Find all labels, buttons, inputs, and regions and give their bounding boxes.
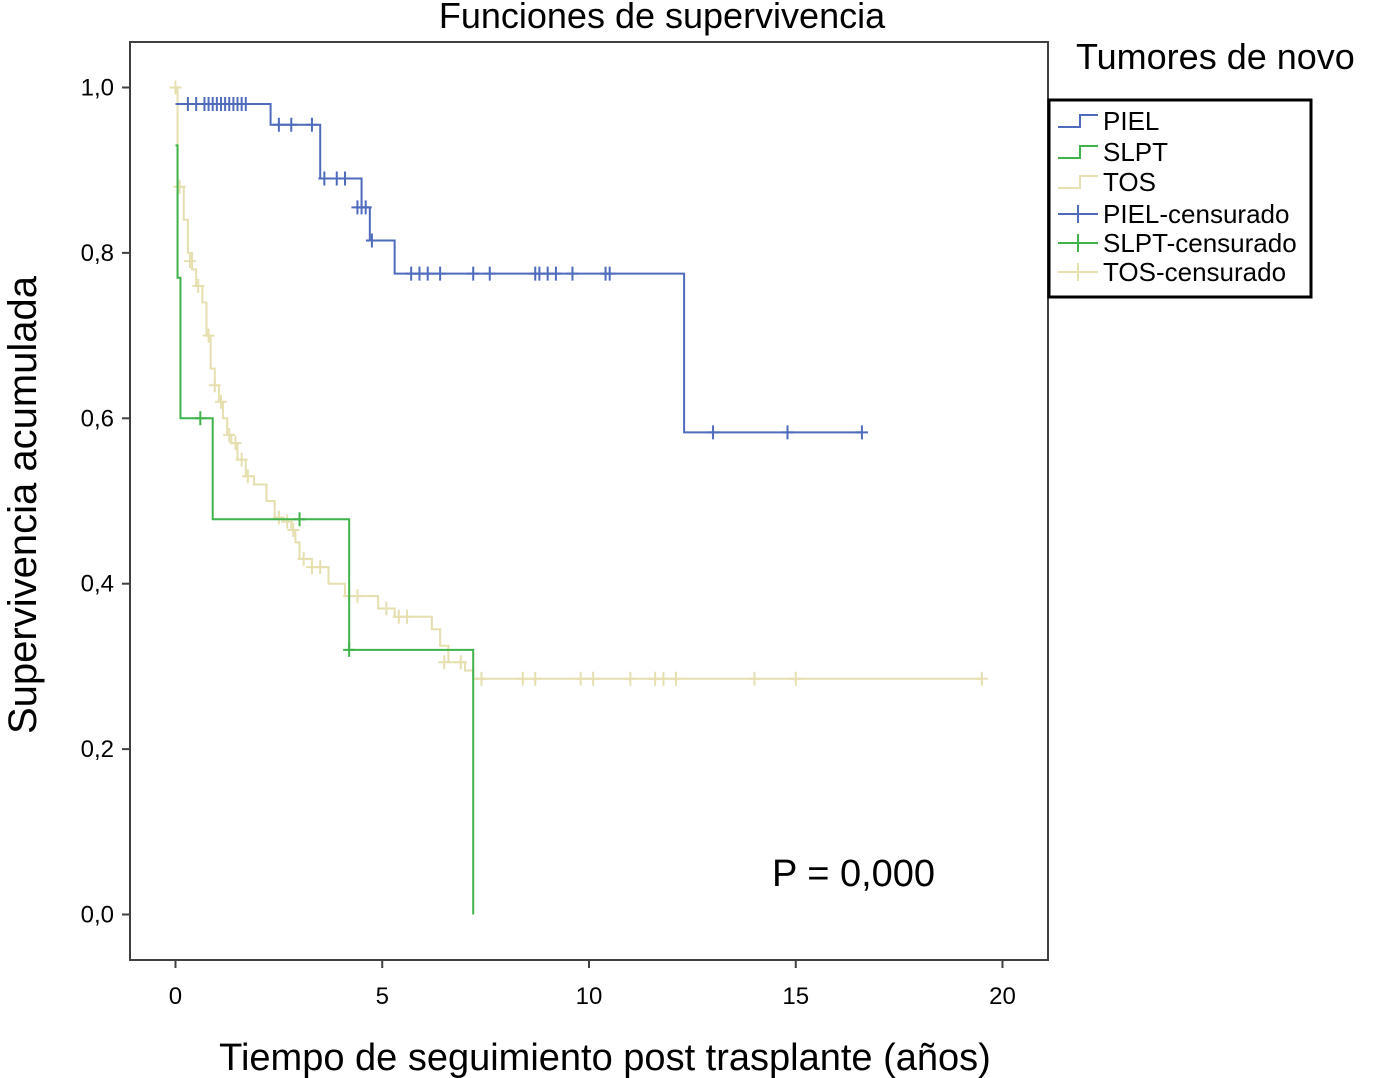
legend-label-tos-censurado: TOS-censurado — [1103, 257, 1286, 287]
censor-mark-tos — [975, 671, 988, 686]
censor-mark-piel — [566, 266, 579, 281]
censor-mark-piel — [365, 233, 378, 248]
censor-mark-tos — [438, 655, 451, 670]
censor-mark-tos — [208, 378, 221, 393]
censor-mark-piel — [359, 200, 372, 215]
legend-box — [1047, 98, 1313, 299]
x-axis: 0 5 10 15 20 — [169, 960, 1016, 1010]
censor-mark-piel — [855, 425, 868, 440]
censor-mark-tos — [214, 394, 227, 409]
censor-mark-tos — [624, 671, 637, 686]
censor-mark-piel — [483, 266, 496, 281]
censor-mark-piel — [467, 266, 480, 281]
censor-mark-tos — [516, 671, 529, 686]
censor-mark-piel — [549, 266, 562, 281]
x-tick-label: 15 — [782, 983, 809, 1010]
x-tick-label: 10 — [576, 983, 603, 1010]
p-value-annotation: P = 0,000 — [772, 853, 935, 895]
censor-mark-tos — [475, 671, 488, 686]
censor-mark-tos — [454, 655, 467, 670]
legend-swatch-tos-censurado — [1058, 263, 1098, 281]
y-tick-label: 0,6 — [81, 405, 114, 432]
x-axis-label: Tiempo de seguimiento post trasplante (a… — [219, 1037, 991, 1078]
censor-mark-piel — [707, 425, 720, 440]
censor-mark-tos — [574, 671, 587, 686]
censor-mark-tos — [202, 328, 215, 343]
censor-mark-tos — [351, 589, 364, 604]
censor-mark-tos — [241, 469, 254, 484]
censor-mark-tos — [657, 671, 670, 686]
y-axis-label: Supervivencia acumulada — [1, 275, 45, 734]
censor-mark-piel — [339, 171, 352, 186]
y-tick-label: 0,2 — [81, 736, 114, 763]
legend-swatch-piel — [1058, 114, 1098, 128]
censor-mark-tos — [223, 427, 236, 442]
survival-curve-piel — [175, 103, 862, 434]
censor-mark-tos — [229, 436, 242, 451]
censor-mark-tos — [169, 80, 182, 95]
censor-mark-tos — [401, 609, 414, 624]
y-tick-label: 0,8 — [81, 240, 114, 267]
censor-mark-tos — [192, 278, 205, 293]
censor-mark-piel — [239, 97, 252, 112]
y-tick-label: 1,0 — [81, 74, 114, 101]
censor-mark-slpt — [194, 411, 207, 426]
censor-mark-tos — [314, 560, 327, 575]
censor-mark-piel — [318, 171, 331, 186]
legend: PIELSLPTTOSPIEL-censuradoSLPT-censuradoT… — [1047, 98, 1313, 299]
censor-mark-tos — [173, 179, 186, 194]
series-piel — [175, 97, 868, 440]
censor-mark-tos — [287, 522, 300, 537]
legend-label-piel: PIEL — [1103, 106, 1159, 136]
legend-swatch-slpt-censurado — [1058, 234, 1098, 252]
y-axis: 0,0 0,2 0,4 0,6 0,8 1,0 — [81, 74, 130, 929]
legend-label-tos: TOS — [1103, 167, 1156, 197]
series-tos — [169, 80, 988, 686]
x-tick-label: 20 — [989, 983, 1016, 1010]
censor-mark-piel — [285, 117, 298, 132]
censor-mark-tos — [272, 510, 285, 525]
y-tick-label: 0,0 — [81, 902, 114, 929]
legend-label-slpt: SLPT — [1103, 137, 1168, 167]
censor-mark-tos — [380, 601, 393, 616]
legend-label-slpt-censurado: SLPT-censurado — [1103, 228, 1297, 258]
chart-title: Funciones de supervivencia — [439, 0, 886, 36]
legend-label-piel-censurado: PIEL-censurado — [1103, 199, 1289, 229]
survival-curve-tos — [175, 86, 982, 680]
x-tick-label: 5 — [376, 983, 389, 1010]
legend-title: Tumores de novo — [1076, 36, 1355, 77]
censor-mark-tos — [529, 671, 542, 686]
series-slpt — [175, 144, 475, 915]
legend-swatch-slpt — [1058, 145, 1098, 159]
legend-swatch-tos — [1058, 175, 1098, 189]
censor-mark-tos — [669, 671, 682, 686]
series-layer — [169, 80, 988, 915]
y-tick-label: 0,4 — [81, 571, 114, 598]
censor-mark-tos — [183, 254, 196, 269]
censor-mark-tos — [587, 671, 600, 686]
legend-swatch-piel-censurado — [1058, 205, 1098, 223]
censor-mark-piel — [781, 425, 794, 440]
censor-mark-tos — [297, 551, 310, 566]
censor-mark-slpt — [293, 512, 306, 527]
censor-mark-piel — [421, 266, 434, 281]
censor-mark-slpt — [343, 642, 356, 657]
censor-mark-tos — [789, 671, 802, 686]
censor-mark-piel — [305, 117, 318, 132]
censor-mark-piel — [434, 266, 447, 281]
censor-mark-tos — [281, 514, 294, 529]
censor-mark-piel — [272, 117, 285, 132]
censor-mark-tos — [235, 452, 248, 467]
survival-curve-slpt — [175, 144, 475, 915]
x-tick-label: 0 — [169, 983, 182, 1010]
censor-mark-tos — [748, 671, 761, 686]
censor-mark-piel — [603, 266, 616, 281]
